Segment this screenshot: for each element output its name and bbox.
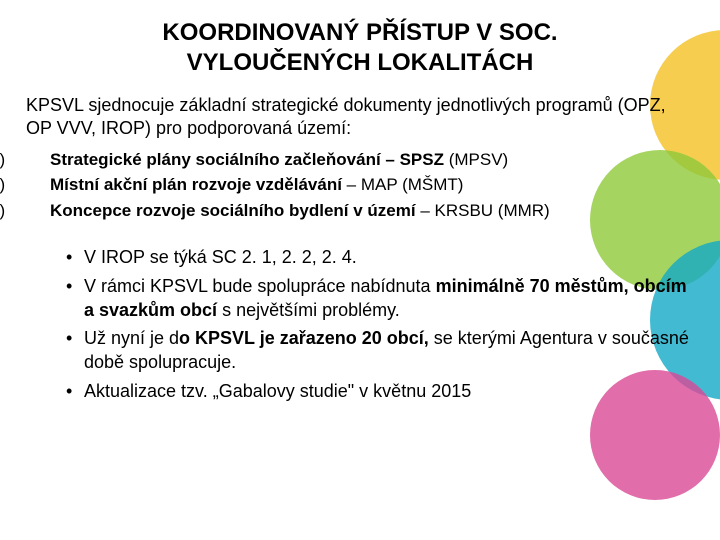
bullet-item: Aktualizace tzv. „Gabalovy studie" v kvě… (66, 379, 694, 403)
intro-paragraph: KPSVL sjednocuje základní strategické do… (26, 94, 694, 141)
title-line-1: KOORDINOVANÝ PŘÍSTUP V SOC. (162, 19, 557, 46)
numbered-list: 1) Strategické plány sociálního začleňov… (26, 147, 694, 224)
bullet-item: Už nyní je do KPSVL je zařazeno 20 obcí,… (66, 326, 694, 375)
numbered-item: 3) Koncepce rozvoje sociálního bydlení v… (26, 198, 694, 224)
bullet-item: V IROP se týká SC 2. 1, 2. 2, 2. 4. (66, 245, 694, 269)
slide-content: KOORDINOVANÝ PŘÍSTUP V SOC. VYLOUČENÝCH … (0, 0, 720, 403)
bullet-list: V IROP se týká SC 2. 1, 2. 2, 2. 4. V rám… (26, 245, 694, 403)
bullet-item: V rámci KPSVL bude spolupráce nabídnuta … (66, 274, 694, 323)
title-line-2: VYLOUČENÝCH LOKALITÁCH (187, 49, 534, 76)
numbered-item: 2) Místní akční plán rozvoje vzdělávání … (26, 172, 694, 198)
slide-title: KOORDINOVANÝ PŘÍSTUP V SOC. VYLOUČENÝCH … (26, 18, 694, 78)
numbered-item: 1) Strategické plány sociálního začleňov… (26, 147, 694, 173)
